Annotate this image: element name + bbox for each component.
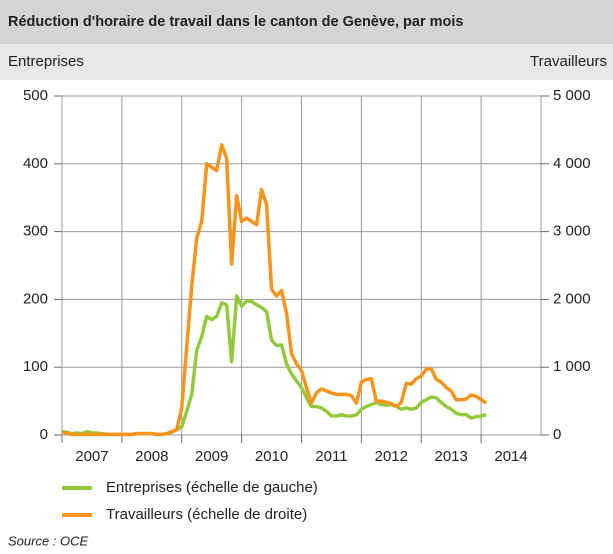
y-tick-label: 300 xyxy=(23,223,48,240)
x-tick-label: 2008 xyxy=(135,448,168,465)
y-tick-label: 400 xyxy=(23,155,48,172)
y-tick-label: 200 xyxy=(23,290,48,307)
legend-label: Entreprises (échelle de gauche) xyxy=(106,479,318,496)
source-note: Source : OCE xyxy=(8,533,89,548)
x-tick-label: 2014 xyxy=(494,448,527,465)
subheader-band xyxy=(0,44,613,80)
y-axis-label: Entreprises xyxy=(8,53,84,70)
header-band xyxy=(0,0,613,44)
y2-tick-label: 2 000 xyxy=(553,290,591,307)
y2-tick-label: 3 000 xyxy=(553,223,591,240)
y2-axis-label: Travailleurs xyxy=(530,53,607,70)
y2-tick-label: 4 000 xyxy=(553,155,591,172)
y2-tick-label: 5 000 xyxy=(553,87,591,104)
y2-tick-label: 1 000 xyxy=(553,358,591,375)
legend-label: Travailleurs (échelle de droite) xyxy=(106,506,307,523)
x-tick-label: 2011 xyxy=(315,448,347,465)
x-tick-label: 2012 xyxy=(375,448,408,465)
series-line xyxy=(61,143,488,437)
chart-title: Réduction d'horaire de travail dans le c… xyxy=(8,14,464,30)
y-tick-label: 100 xyxy=(23,358,48,375)
y-tick-label: 0 xyxy=(40,426,48,443)
x-tick-label: 2007 xyxy=(75,448,108,465)
y-tick-label: 500 xyxy=(23,87,48,104)
y2-tick-label: 0 xyxy=(553,426,561,443)
x-tick-label: 2013 xyxy=(435,448,468,465)
x-tick-label: 2010 xyxy=(255,448,288,465)
x-tick-label: 2009 xyxy=(195,448,228,465)
